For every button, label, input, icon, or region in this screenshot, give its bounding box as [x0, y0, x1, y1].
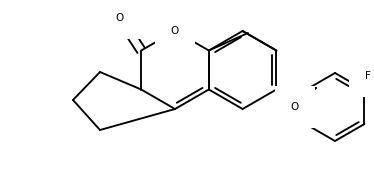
Text: F: F — [365, 71, 371, 81]
Text: O: O — [171, 26, 179, 36]
Text: O: O — [116, 13, 124, 23]
Text: O: O — [291, 102, 299, 112]
